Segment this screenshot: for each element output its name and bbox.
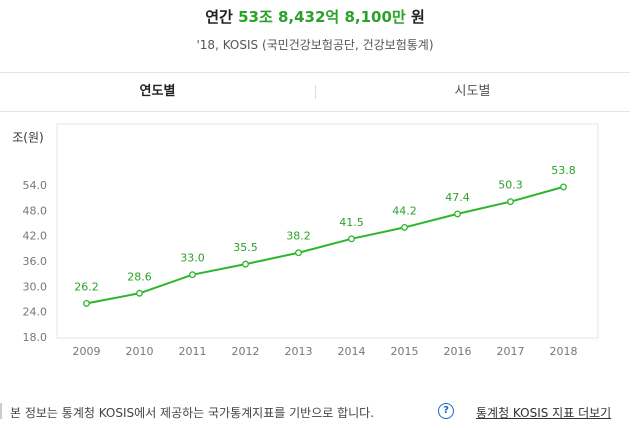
header-amount: 53조 8,432억 8,100만 [238,8,406,26]
point [295,249,302,257]
line [86,185,564,305]
x-tick-label: 2011 [179,345,207,358]
point [560,183,567,191]
value-label: 50.3 [498,179,523,192]
tab[interactable]: 시도별 [454,84,491,99]
header-prefix: 연간 [205,8,233,26]
value-label: 44.2 [392,204,417,217]
point [454,210,461,218]
point [507,198,514,206]
tab[interactable]: 연도별 [139,84,176,99]
source: '18, KOSIS (국민건강보험공단, 건강보험통계) [196,38,434,52]
x-tick-label: 2016 [444,345,472,358]
x-tick-label: 2013 [285,345,313,358]
value-label: 35.5 [233,241,258,254]
x-tick-label: 2010 [126,345,154,358]
footer-bar [0,403,2,419]
header: 연간 53조 8,432억 8,100만 원 [0,6,630,27]
y-tick-label: 36.0 [23,255,48,268]
header-unit: 원 [410,8,425,26]
point [401,223,408,231]
x-tick-label: 2014 [338,345,366,358]
y-tick-label: 30.0 [23,280,48,293]
tab-divider [315,85,316,99]
point [136,289,143,297]
point [348,235,355,243]
footer: 본 정보는 통계청 KOSIS에서 제공하는 국가통계지표를 기반으로 합니다.… [0,398,638,424]
x-tick-label: 2015 [391,345,419,358]
x-tick-label: 2017 [497,345,525,358]
y-tick-label: 18.0 [23,331,48,344]
value-label: 33.0 [180,252,205,265]
x-tick-label: 2009 [73,345,101,358]
y-axis-label: 조(원) [12,131,43,145]
value-label: 41.5 [339,216,364,229]
value-label: 53.8 [551,164,576,177]
help-icon[interactable]: ? [438,403,454,419]
tabs: 연도별 시도별 [0,72,630,112]
value-label: 38.2 [286,230,311,243]
value-label: 28.6 [127,270,152,283]
y-tick-label: 24.0 [23,306,48,319]
point [189,271,196,279]
x-tick-label: 2012 [232,345,260,358]
y-tick-label: 42.0 [23,230,48,243]
point [242,260,249,268]
value-label: 26.2 [74,280,99,293]
value-label: 47.4 [445,191,470,204]
more-link[interactable]: 통계청 KOSIS 지표 더보기 [476,406,612,420]
y-tick-label: 54.0 [23,179,48,192]
plot-area [56,123,599,339]
footer-text: 본 정보는 통계청 KOSIS에서 제공하는 국가통계지표를 기반으로 합니다. [10,406,375,420]
chart: 조(원) 18.0 24.0 30.0 36.0 42.0 48.0 54.0 2009 201… [12,123,599,358]
y-tick-label: 48.0 [23,204,48,217]
point [83,299,90,307]
x-tick-label: 2018 [550,345,578,358]
